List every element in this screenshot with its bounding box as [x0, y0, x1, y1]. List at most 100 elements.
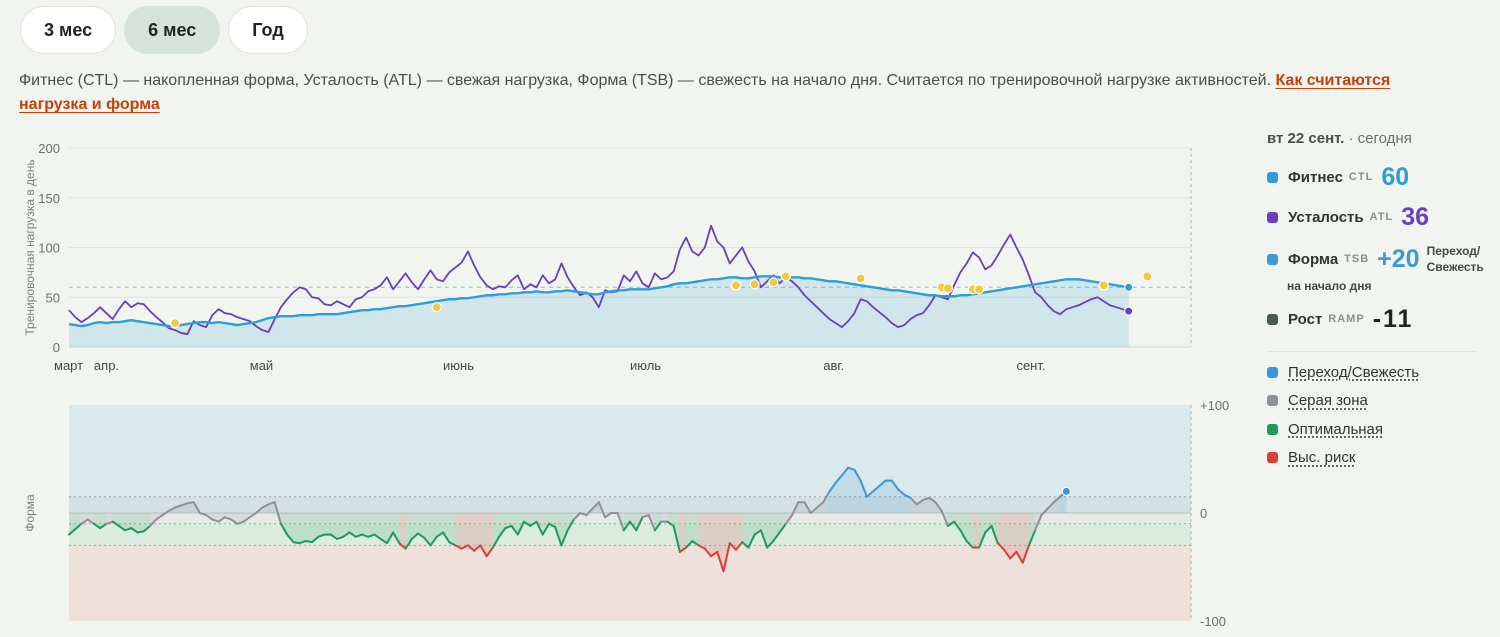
form-line-segment [1040, 507, 1049, 517]
form-line-segment [217, 516, 226, 523]
zone-transition-label[interactable]: Переход/Свежесть [1288, 363, 1420, 381]
form-line-segment [279, 522, 289, 536]
form-line-segment [560, 529, 569, 547]
form-fill-segment [474, 513, 481, 551]
form-label: Форма [1288, 250, 1339, 268]
load-y-tick-label: 0 [53, 340, 60, 355]
form-fill-segment [374, 513, 381, 539]
form-fill-segment [299, 513, 306, 544]
form-line-segment [136, 530, 145, 534]
form-line-segment [728, 542, 737, 551]
form-fill-segment [349, 513, 356, 537]
form-line-segment [1009, 550, 1018, 560]
legend-form: Форма TSB +20 Переход/ Свежесть [1267, 237, 1484, 281]
form-line-segment [529, 520, 538, 527]
form-fill-segment [698, 513, 705, 549]
form-line-segment [80, 518, 89, 525]
form-fill-segment [131, 513, 138, 533]
form-y-tick-label: 0 [1200, 506, 1207, 521]
form-y-axis-label: Форма [23, 494, 37, 532]
form-fill-segment [150, 513, 157, 526]
form-fill-segment [885, 480, 892, 513]
form-line-segment [921, 496, 931, 502]
fitness-end-point [1124, 282, 1134, 292]
form-fill-segment [393, 513, 400, 544]
month-label: июль [630, 358, 661, 373]
form-line-segment [504, 524, 513, 530]
form-fill-segment [760, 513, 768, 548]
zone-high-risk[interactable]: Выс. риск [1267, 444, 1477, 473]
load-info-link[interactable]: Как считаются нагрузка и форма [19, 72, 1391, 113]
optimal-swatch [1267, 423, 1278, 435]
form-fill-segment [654, 513, 662, 531]
form-y-tick-label: +100 [1200, 398, 1229, 413]
form-fill-segment [486, 513, 493, 557]
zone-high-risk-label[interactable]: Выс. риск [1288, 449, 1356, 467]
form-line-segment [585, 507, 594, 517]
zone-optimal[interactable]: Оптимальная [1267, 415, 1477, 444]
form-zone-label: Переход/ Свежесть [1426, 244, 1484, 274]
form-fill-segment [231, 513, 238, 524]
form-line-segment [678, 546, 688, 553]
form-zone-band [69, 405, 1191, 513]
fitness-value: 60 [1381, 162, 1410, 191]
form-line-segment [934, 501, 943, 512]
form-line-segment [304, 540, 314, 544]
form-fill-segment [318, 513, 325, 537]
form-fill-segment [704, 513, 712, 557]
legend-date-value: вт 22 сент. [1267, 130, 1345, 147]
form-line-segment [442, 531, 451, 544]
tab-year[interactable]: Год [228, 6, 308, 54]
form-fill-segment [922, 497, 930, 513]
fitness-label: Фитнес [1288, 168, 1343, 186]
form-line-segment [978, 531, 987, 549]
form-line-segment [74, 522, 83, 531]
form-line-segment [124, 527, 133, 532]
tab-6-months[interactable]: 6 мес [124, 6, 221, 54]
form-fill-segment [947, 513, 955, 526]
form-line-segment [741, 541, 750, 549]
form-line-segment [117, 524, 127, 532]
form-line-segment [722, 542, 731, 573]
load-y-tick-label: 100 [38, 241, 60, 256]
form-line-segment [105, 520, 114, 525]
form-line-segment [435, 531, 444, 538]
zone-grey-label[interactable]: Серая зона [1288, 392, 1368, 410]
activity-point [768, 277, 779, 288]
form-fill-segment [268, 502, 275, 513]
form-line-segment [180, 502, 189, 507]
zone-grey[interactable]: Серая зона [1267, 387, 1477, 416]
form-line-segment [753, 529, 762, 536]
form-fill-segment [81, 513, 88, 524]
form-line-segment [909, 496, 918, 506]
form-line-segment [99, 522, 108, 530]
form-line-segment [230, 518, 239, 525]
load-y-axis-label: Тренировочная нагрузка в день [23, 159, 37, 335]
form-line-segment [211, 518, 220, 523]
form-line-segment [491, 535, 501, 549]
form-line-segment [473, 544, 482, 552]
form-fill-segment [904, 494, 911, 513]
activity-point [749, 279, 760, 290]
form-abbr: TSB [1344, 253, 1370, 265]
form-line-segment [872, 485, 881, 493]
form-line-segment [597, 501, 607, 519]
zone-transition[interactable]: Переход/Свежесть [1267, 358, 1477, 387]
form-line-segment [747, 533, 756, 549]
form-chart: +100 0 -100 Форма [23, 398, 1229, 629]
form-fill-segment [112, 513, 119, 526]
form-line-segment [803, 501, 812, 514]
form-line-segment [155, 514, 164, 521]
form-line-segment [205, 514, 214, 521]
form-line-segment [572, 512, 582, 521]
form-fill-segment [305, 513, 313, 543]
form-fill-segment [511, 513, 518, 535]
description: Фитнес (CTL) — накопленная форма, Устало… [19, 69, 1439, 117]
form-line-segment [653, 520, 663, 532]
form-fill-segment [841, 467, 849, 513]
activity-point [431, 302, 442, 313]
form-line-segment [641, 514, 650, 519]
tab-3-months[interactable]: 3 мес [20, 6, 117, 54]
zone-optimal-label[interactable]: Оптимальная [1288, 420, 1384, 438]
form-fill-segment [997, 513, 1004, 550]
